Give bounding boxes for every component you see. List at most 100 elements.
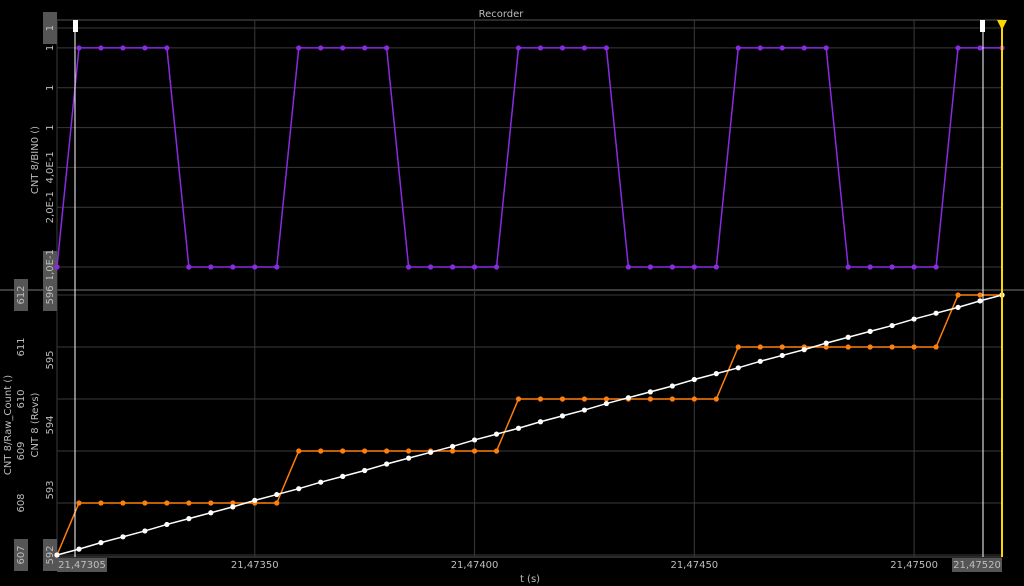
data-point [779, 45, 785, 51]
data-point [164, 521, 170, 528]
data-point [98, 540, 104, 546]
data-point [493, 264, 500, 270]
data-point [977, 298, 983, 304]
data-point [933, 310, 939, 316]
y-tick: 1 [45, 124, 56, 130]
data-point [230, 500, 236, 506]
data-point [230, 504, 236, 510]
data-point [340, 473, 346, 479]
data-point [186, 500, 192, 506]
data-point [867, 328, 873, 334]
data-point [537, 396, 544, 402]
data-point [515, 45, 522, 51]
data-point [977, 45, 983, 51]
data-point [823, 45, 829, 51]
data-point [757, 358, 763, 364]
y-tick-label: 595 [45, 350, 56, 369]
y-tick: 608 [16, 493, 27, 512]
data-point [691, 264, 697, 270]
data-point [186, 516, 192, 522]
y-tick: 592 [43, 539, 57, 571]
data-point [54, 264, 60, 270]
data-point [208, 510, 214, 516]
data-point [933, 264, 939, 270]
data-point [581, 396, 588, 402]
limit-box [43, 251, 57, 283]
data-point [823, 344, 829, 350]
data-point [296, 45, 302, 51]
y-tick-label: 610 [16, 389, 27, 408]
data-point [252, 264, 258, 270]
y-tick-label: 594 [45, 415, 56, 434]
data-point [537, 419, 544, 425]
y-axis-label: CNT 8/Raw_Count () [3, 375, 14, 475]
data-point [559, 45, 566, 51]
data-point [164, 45, 170, 51]
time-marker-handle[interactable] [997, 20, 1007, 30]
data-point [911, 316, 917, 322]
data-point [406, 448, 412, 454]
data-point [362, 467, 368, 474]
data-point [933, 344, 939, 350]
data-point [340, 448, 346, 454]
y-tick: 593 [45, 480, 56, 499]
data-point [318, 448, 324, 454]
data-point [713, 264, 719, 270]
data-point [669, 383, 675, 389]
data-point [208, 264, 214, 270]
y-tick: 612 [14, 279, 28, 311]
data-point [406, 455, 412, 461]
chart-title: Recorder [479, 9, 525, 20]
y-axis-label: CNT 8/BIN0 () [30, 126, 41, 194]
data-point [164, 500, 170, 506]
data-point [142, 528, 148, 534]
data-point [54, 552, 60, 558]
y-tick: 2,0E-1 [45, 191, 56, 223]
data-point [735, 45, 741, 51]
x-tick-label: 21,47450 [670, 560, 718, 571]
data-point [471, 448, 478, 454]
data-point [384, 461, 390, 467]
data-point [76, 45, 82, 51]
limit-box [43, 279, 57, 311]
data-point [274, 264, 280, 270]
x-axis-label: t (s) [520, 574, 540, 585]
data-point [669, 396, 675, 402]
y-tick: 610 [16, 389, 27, 408]
cursor-handle[interactable] [980, 20, 985, 32]
x-tick-label: 21,47305 [58, 560, 106, 571]
limit-box [43, 539, 57, 571]
data-point [208, 500, 214, 506]
data-point [911, 264, 917, 270]
y-tick-label: 611 [16, 337, 27, 356]
data-point [76, 546, 82, 552]
y-tick: 607 [14, 539, 28, 571]
data-point [252, 497, 258, 503]
data-point [845, 334, 851, 340]
data-point [691, 396, 697, 402]
data-point [362, 448, 368, 454]
data-point [449, 264, 456, 270]
data-point [911, 344, 917, 350]
data-point [889, 264, 895, 270]
data-point [713, 396, 719, 402]
data-point [603, 45, 610, 51]
data-point [801, 45, 807, 51]
limit-box [14, 279, 28, 311]
data-point [691, 376, 697, 383]
limit-box [14, 539, 28, 571]
data-point [76, 500, 82, 506]
data-point [713, 371, 719, 377]
limit-box [43, 12, 57, 44]
cursor-handle[interactable] [73, 20, 78, 32]
y-tick: 594 [45, 415, 56, 434]
data-point [142, 500, 148, 506]
y-tick-label: 2,0E-1 [45, 191, 56, 223]
y-tick-label: 1 [45, 124, 56, 130]
y-axis-label: CNT 8 (Revs) [30, 392, 41, 457]
data-point [889, 322, 895, 329]
y-tick: 4,0E-1 [45, 151, 56, 183]
y-tick: 1 [43, 12, 57, 44]
plot-layer: 21,47305 21,47350 21,47400 21,47450 21,47500… [3, 12, 1005, 572]
data-point [449, 448, 456, 454]
